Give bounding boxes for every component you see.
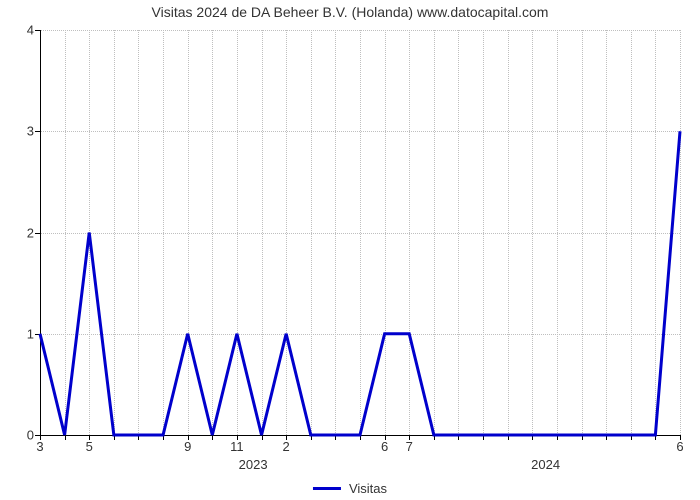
x-group-label: 2024: [531, 435, 560, 472]
gridline-vertical: [680, 30, 681, 435]
legend: Visitas: [313, 481, 387, 496]
series-line: [40, 30, 680, 435]
legend-label: Visitas: [349, 481, 387, 496]
x-tick-label: 2: [283, 435, 290, 454]
plot-area: 0123435911267620232024: [40, 30, 680, 435]
x-tick-label: 6: [381, 435, 388, 454]
x-group-label: 2023: [239, 435, 268, 472]
x-tick-label: 9: [184, 435, 191, 454]
legend-swatch: [313, 487, 341, 490]
chart-title: Visitas 2024 de DA Beheer B.V. (Holanda)…: [0, 4, 700, 20]
x-tick-label: 7: [406, 435, 413, 454]
x-tick-label: 3: [36, 435, 43, 454]
x-tick-label: 5: [86, 435, 93, 454]
x-tick-label: 6: [676, 435, 683, 454]
visits-chart: Visitas 2024 de DA Beheer B.V. (Holanda)…: [0, 0, 700, 500]
